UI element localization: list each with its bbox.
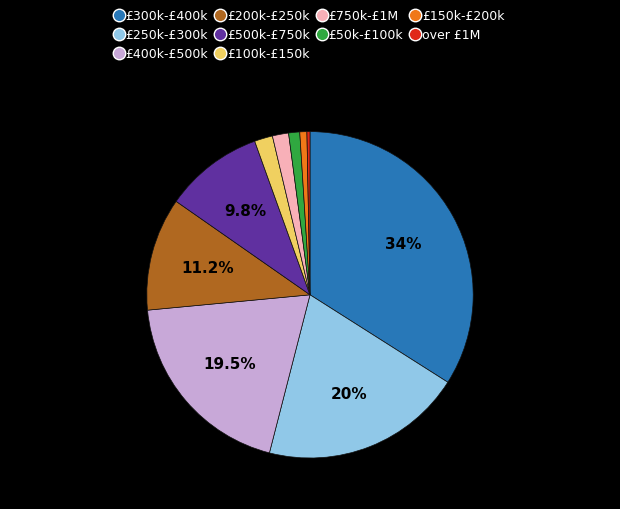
Wedge shape [147,202,310,310]
Wedge shape [299,132,310,295]
Wedge shape [310,132,473,382]
Text: 19.5%: 19.5% [203,356,255,372]
Wedge shape [176,142,310,295]
Wedge shape [288,133,310,295]
Text: 20%: 20% [330,386,368,401]
Text: 34%: 34% [384,237,421,252]
Text: 9.8%: 9.8% [224,204,267,219]
Legend: £300k-£400k, £250k-£300k, £400k-£500k, £200k-£250k, £500k-£750k, £100k-£150k, £7: £300k-£400k, £250k-£300k, £400k-£500k, £… [112,6,508,65]
Wedge shape [272,134,310,295]
Text: 11.2%: 11.2% [181,261,234,276]
Wedge shape [255,137,310,295]
Wedge shape [270,295,448,458]
Wedge shape [148,295,310,453]
Wedge shape [307,132,310,295]
